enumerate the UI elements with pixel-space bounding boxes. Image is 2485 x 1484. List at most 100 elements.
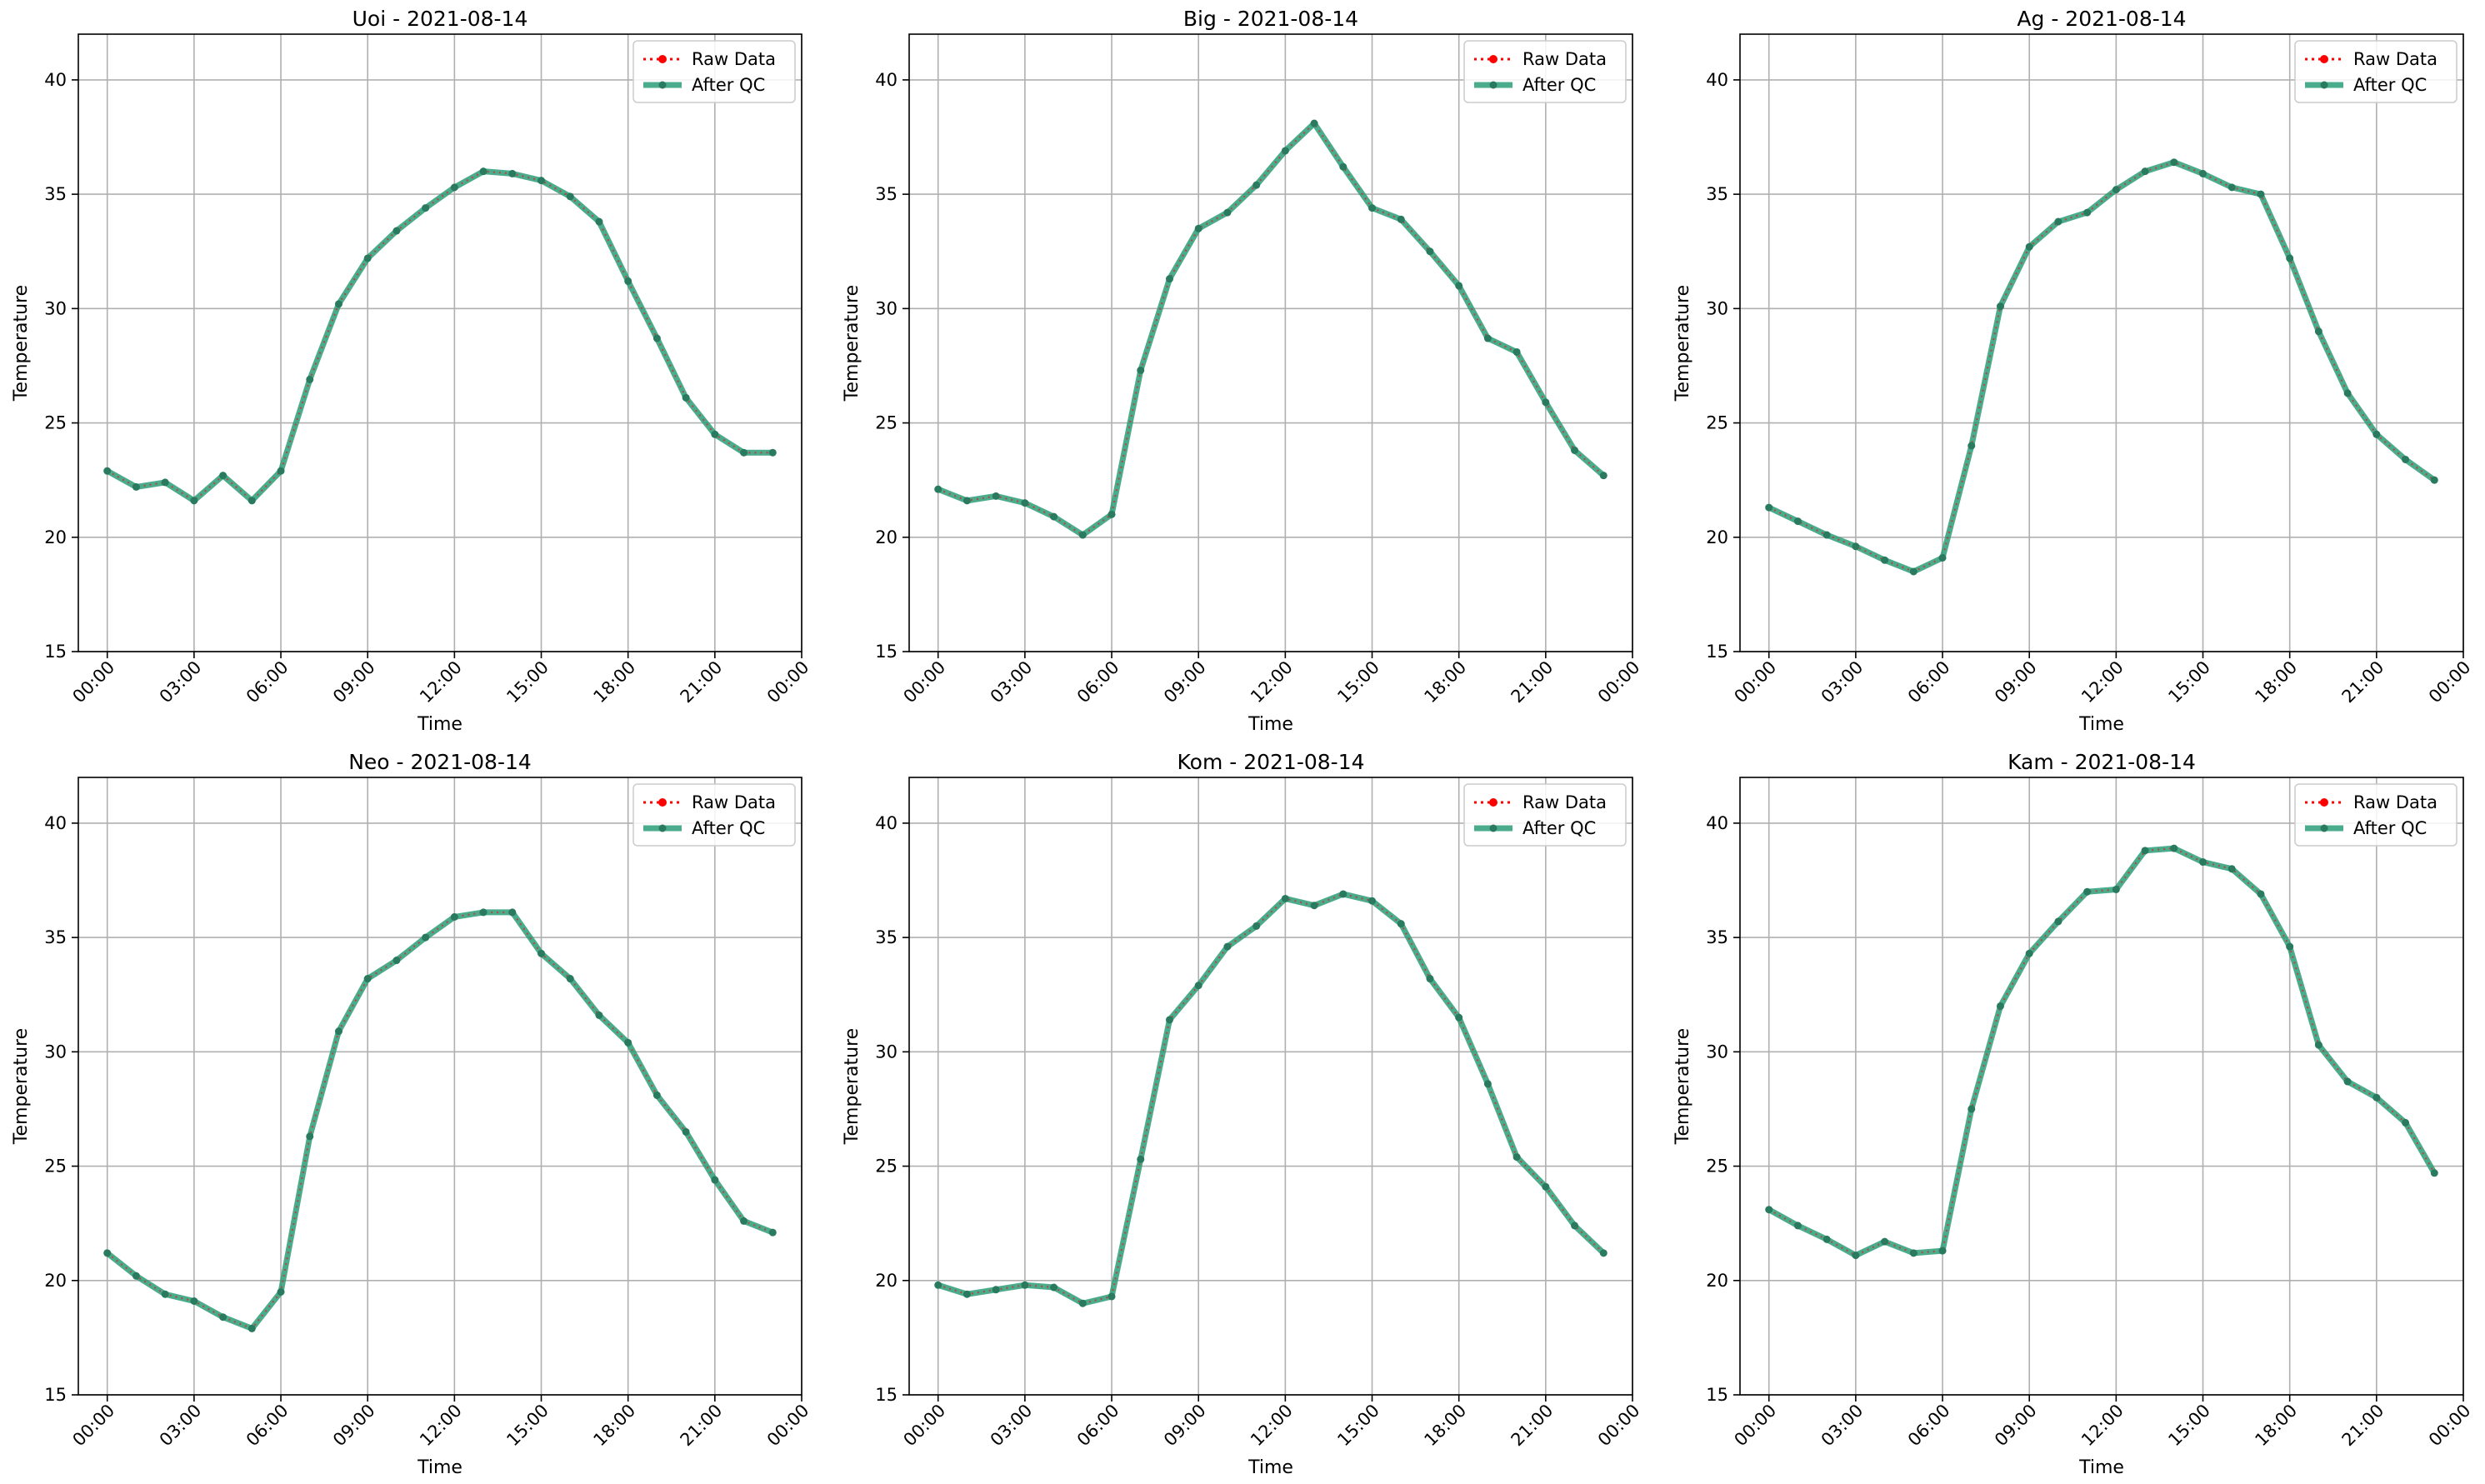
after-qc-point [934, 485, 942, 493]
after-qc-point [992, 1286, 1000, 1294]
after-qc-point [1397, 920, 1405, 928]
after-qc-point [161, 478, 169, 487]
after-qc-point [1793, 517, 1802, 526]
after-qc-point [2054, 917, 2062, 926]
x-tick-label: 21:00 [677, 657, 727, 707]
subplot-1: 15 20 25 30 35 40 00:00 03:00 06:00 09:00 12:00 15:… [842, 7, 1644, 735]
subplot-title: Big - 2021-08-14 [1183, 7, 1358, 31]
after-qc-point [334, 300, 342, 308]
after-qc-point [1822, 531, 1831, 539]
after-qc-point [2083, 887, 2092, 896]
after-qc-point [1426, 975, 1434, 983]
y-axis-label: Temperature [842, 1028, 862, 1145]
series-after-qc-line [106, 168, 773, 504]
after-qc-point [595, 1011, 603, 1019]
x-tick-label: 09:00 [329, 657, 379, 707]
y-tick-label: 40 [875, 813, 898, 833]
after-qc-point [1281, 147, 1289, 155]
after-qc-point [934, 1281, 942, 1289]
after-qc-point [1310, 902, 1318, 910]
after-qc-point [306, 1132, 314, 1141]
after-qc-point [1512, 1153, 1521, 1162]
subplot-4: 15 20 25 30 35 40 00:00 03:00 06:00 09:00 12:00 15:… [842, 750, 1644, 1478]
series-raw-data-line [938, 122, 1605, 537]
subplot-title: Kam - 2021-08-14 [2008, 750, 2196, 774]
legend-after-qc-marker [2320, 824, 2328, 832]
after-qc-point [2228, 183, 2236, 192]
subplot-title: Ag - 2021-08-14 [2017, 7, 2186, 31]
legend-after-qc-marker [658, 824, 667, 832]
series-raw-data-line [938, 892, 1605, 1305]
after-qc-point [363, 975, 372, 983]
x-tick-label: 09:00 [1160, 1401, 1210, 1451]
subplot-0: 15 20 25 30 35 40 00:00 03:00 06:00 09:00 12:00 15:… [11, 7, 813, 735]
legend: Raw Data After QC [1463, 40, 1627, 103]
legend-raw-data-label: Raw Data [2353, 792, 2438, 812]
legend-raw-data-marker [2320, 55, 2328, 63]
axes-frame [908, 777, 1633, 1396]
after-qc-point [1252, 181, 1261, 189]
after-qc-point [1108, 510, 1116, 518]
x-tick-label: 03:00 [156, 1401, 206, 1451]
x-tick-label: 09:00 [1160, 657, 1210, 707]
after-qc-point [2257, 190, 2265, 198]
after-qc-point [1542, 1182, 1550, 1191]
y-axis-label: Temperature [1672, 1028, 1693, 1145]
after-qc-point [652, 334, 661, 342]
axes-frame [1739, 33, 2464, 652]
after-qc-point [1397, 215, 1405, 223]
after-qc-point [740, 1217, 748, 1225]
axes-frame [78, 33, 802, 652]
legend-after-qc-marker [658, 81, 667, 89]
after-qc-point [1599, 1249, 1608, 1257]
after-qc-point [1909, 567, 1918, 576]
subplot-2: 15 20 25 30 35 40 00:00 03:00 06:00 09:00 12:00 15:… [1672, 7, 2475, 735]
y-tick-label: 40 [1706, 70, 1728, 90]
after-qc-point [992, 492, 1000, 500]
after-qc-point [161, 1290, 169, 1298]
y-tick-label: 30 [875, 1042, 898, 1062]
after-qc-point [277, 1288, 285, 1296]
after-qc-point [392, 227, 401, 235]
after-qc-point [595, 217, 603, 226]
x-tick-label: 06:00 [1073, 657, 1123, 707]
after-qc-point [1793, 1222, 1802, 1230]
x-tick-label: 00:00 [763, 1401, 813, 1451]
series-after-qc-line [105, 909, 774, 1332]
after-qc-point [1938, 553, 1947, 562]
after-qc-point [2170, 158, 2178, 167]
after-qc-point [248, 497, 256, 505]
x-tick-label: 15:00 [2164, 657, 2214, 707]
after-qc-point [1108, 1292, 1116, 1301]
after-qc-point [1137, 366, 1145, 374]
after-qc-point [1339, 162, 1348, 171]
x-tick-label: 12:00 [416, 657, 466, 707]
after-qc-point [1252, 922, 1261, 930]
after-qc-point [1339, 890, 1348, 898]
after-qc-point [422, 204, 430, 212]
after-qc-point [682, 393, 690, 402]
legend: Raw Data After QC [2294, 783, 2458, 847]
legend-after-qc-label: After QC [2353, 75, 2427, 95]
after-qc-point [1368, 897, 1377, 905]
x-tick-label: 12:00 [1247, 1401, 1297, 1451]
after-qc-point [2372, 1093, 2381, 1102]
y-tick-label: 30 [44, 298, 67, 318]
y-tick-label: 25 [1706, 413, 1728, 433]
after-qc-point [1021, 499, 1029, 507]
after-qc-point [1426, 247, 1434, 256]
y-tick-label: 20 [44, 1271, 67, 1291]
y-tick-label: 35 [875, 927, 898, 947]
x-axis-label: Time [2078, 1457, 2124, 1478]
legend-raw-data-label: Raw Data [692, 792, 776, 812]
y-tick-label: 25 [44, 1157, 67, 1177]
x-tick-label: 00:00 [899, 657, 949, 707]
legend-after-qc-label: After QC [692, 818, 765, 838]
after-qc-point [132, 1272, 140, 1280]
after-qc-point [2257, 890, 2265, 898]
legend-raw-data-label: Raw Data [2353, 49, 2438, 69]
x-tick-label: 15:00 [502, 1401, 552, 1451]
y-tick-label: 20 [1706, 527, 1728, 547]
y-tick-label: 25 [44, 413, 67, 433]
